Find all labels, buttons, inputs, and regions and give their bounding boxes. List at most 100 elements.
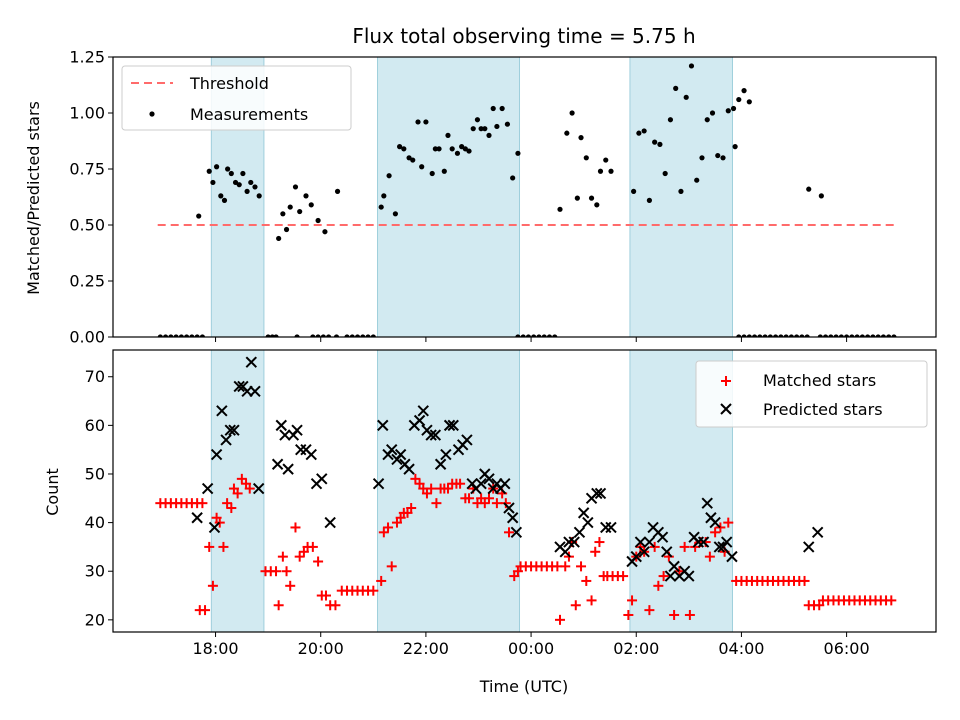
legend-predicted-swatch [720, 403, 732, 415]
measurement-point [283, 226, 290, 233]
x-b [413, 414, 426, 427]
x-b [630, 550, 642, 563]
xtick-label: 06:00 [824, 639, 870, 658]
measurement-point [608, 168, 614, 174]
measurement-point [636, 130, 642, 136]
measurement-point [699, 155, 705, 161]
x-b [271, 458, 284, 470]
x-b [573, 526, 586, 539]
measurement-point [886, 334, 892, 337]
measurement-point [767, 334, 773, 337]
predicted-star-point [510, 526, 523, 539]
measurement-point [574, 195, 580, 201]
matched-star-point [623, 609, 634, 620]
x-b [279, 429, 291, 441]
predicted-star-point [429, 429, 442, 441]
matched-star-point [214, 517, 225, 528]
bottom-y-axis-label: Count [43, 468, 62, 516]
matched-star-point [627, 595, 638, 606]
predicted-star-point [811, 526, 824, 539]
measurement-point [386, 173, 392, 179]
measurement-point [730, 105, 737, 112]
measurement-point [210, 179, 216, 186]
measurement-point [344, 334, 350, 337]
measurement-point [354, 334, 361, 337]
measurement-point [349, 334, 355, 337]
predicted-star-point [656, 531, 669, 543]
measurement-point [875, 334, 881, 337]
matched-star-point [586, 595, 597, 606]
measurement-point [694, 177, 700, 183]
measurement-point [213, 164, 220, 170]
x-b [594, 487, 607, 500]
x-b [461, 434, 473, 446]
predicted-star-point [643, 536, 656, 548]
xtick-label: 02:00 [613, 639, 659, 658]
legend-measurements-swatch [149, 111, 155, 117]
top-ytick-label: 0.50 [69, 216, 105, 235]
measurement-point [788, 334, 794, 337]
measurement-point [736, 96, 742, 103]
x-b [216, 405, 228, 417]
top-y-axis-label: Matched/Predicted stars [24, 101, 43, 295]
chart-title: Flux total observing time = 5.75 h [352, 24, 695, 48]
measurement-point [736, 334, 742, 337]
measurement-point [859, 334, 865, 337]
predicted-star-point [499, 477, 511, 490]
measurement-point [741, 88, 747, 94]
measurement-point [486, 132, 492, 138]
measurement-point [683, 94, 689, 100]
predicted-star-point [252, 482, 265, 495]
x-b [709, 516, 721, 529]
measurement-point [504, 121, 511, 127]
x-b [559, 546, 571, 558]
measurement-point [236, 182, 242, 188]
top-axes-frame [112, 56, 937, 338]
measurement-point [322, 229, 328, 235]
measurement-point [603, 157, 609, 163]
measurement-point [218, 193, 224, 199]
measurement-point [583, 155, 589, 161]
x-b [720, 536, 733, 548]
measurement-point [168, 334, 174, 337]
predicted-star-point [638, 546, 650, 558]
measurement-point [173, 334, 179, 337]
predicted-star-point [386, 443, 398, 456]
bottom-ytick-label: 30 [85, 562, 105, 581]
xtick-label: 18:00 [192, 639, 238, 658]
measurement-point [449, 146, 455, 152]
x-b [220, 434, 232, 446]
predicted-star-point [447, 419, 459, 432]
matched-star-point [455, 478, 466, 489]
measurement-point [265, 334, 271, 337]
xtick-label: 00:00 [508, 639, 554, 658]
predicted-star-point [568, 536, 580, 548]
matched-star-point [674, 566, 685, 577]
matched-star-point [368, 585, 379, 596]
x-b [803, 541, 815, 553]
predicted-star-point [249, 385, 261, 398]
x-axis-label: Time (UTC) [479, 677, 568, 696]
x-b [647, 521, 659, 534]
measurement-point [494, 123, 500, 130]
measurement-point [381, 193, 387, 199]
matched-star-point [307, 541, 318, 552]
matched-star-point [376, 575, 387, 586]
matched-star-point [594, 537, 605, 548]
matched-star-point [723, 517, 734, 528]
measurement-point [741, 334, 747, 337]
measurement-point [157, 334, 163, 337]
measurement-point [804, 334, 810, 337]
measurement-point [273, 334, 279, 337]
measurement-point [310, 334, 316, 337]
measurement-point [725, 108, 731, 114]
legend-threshold-label: Threshold [189, 74, 269, 93]
x-b [372, 477, 385, 490]
matched-star-point [679, 541, 690, 552]
measurement-point [370, 334, 376, 337]
measurement-point [720, 155, 726, 161]
measurement-point [817, 334, 823, 337]
bottom-ytick-label: 20 [85, 610, 105, 629]
measurement-point [221, 197, 228, 203]
matched-star-point [426, 483, 437, 494]
